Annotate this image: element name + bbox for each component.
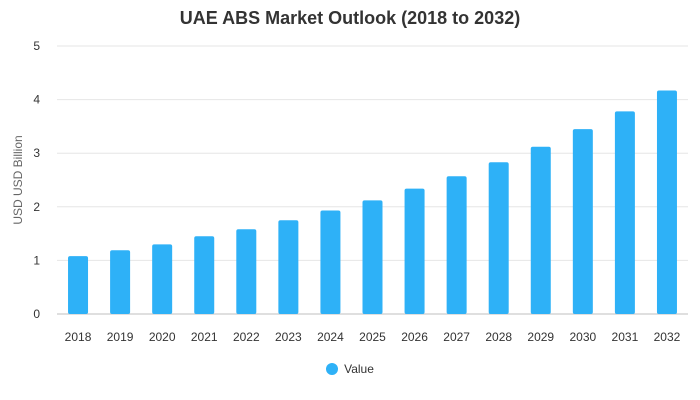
bar-2020[interactable] <box>152 244 173 314</box>
bar-2018[interactable] <box>68 256 89 314</box>
x-tick-label: 2020 <box>149 330 176 344</box>
x-tick-label: 2019 <box>107 330 134 344</box>
bar-2019[interactable] <box>110 250 131 314</box>
bar-2022[interactable] <box>236 229 257 314</box>
x-tick-label: 2022 <box>233 330 260 344</box>
x-tick-label: 2032 <box>654 330 681 344</box>
y-tick-label: 0 <box>33 307 40 321</box>
bar-2025[interactable] <box>362 200 383 314</box>
x-tick-label: 2026 <box>401 330 428 344</box>
bar-2031[interactable] <box>614 111 635 314</box>
bar-2030[interactable] <box>572 129 593 314</box>
chart-title: UAE ABS Market Outlook (2018 to 2032) <box>179 8 521 28</box>
x-tick-label: 2031 <box>612 330 639 344</box>
x-tick-label: 2028 <box>485 330 512 344</box>
y-tick-label: 2 <box>33 200 40 214</box>
bar-2028[interactable] <box>488 162 509 314</box>
y-tick-label: 4 <box>33 93 40 107</box>
bars <box>68 90 677 314</box>
x-axis-ticks: 2018 2019 2020 2021 2022 2023 2024 2025 2026 2027… <box>65 330 681 344</box>
bar-2026[interactable] <box>404 188 425 314</box>
legend-swatch <box>326 363 339 375</box>
x-tick-label: 2030 <box>569 330 596 344</box>
legend[interactable]: Value <box>0 362 700 376</box>
x-tick-label: 2023 <box>275 330 302 344</box>
x-tick-label: 2029 <box>527 330 554 344</box>
x-tick-label: 2025 <box>359 330 386 344</box>
x-tick-label: 2021 <box>191 330 218 344</box>
x-tick-label: 2018 <box>65 330 92 344</box>
bar-2023[interactable] <box>278 220 299 314</box>
y-tick-label: 3 <box>33 146 40 160</box>
bar-2027[interactable] <box>446 176 467 314</box>
y-tick-label: 5 <box>33 39 40 53</box>
legend-label: Value <box>344 362 374 376</box>
y-axis-ticks: 0 1 2 3 4 5 <box>33 39 40 321</box>
bar-2032[interactable] <box>656 90 677 314</box>
x-tick-label: 2024 <box>317 330 344 344</box>
bar-2029[interactable] <box>530 146 551 314</box>
bar-2021[interactable] <box>194 236 215 314</box>
y-tick-label: 1 <box>33 253 40 267</box>
bar-2024[interactable] <box>320 210 341 314</box>
x-tick-label: 2027 <box>443 330 470 344</box>
